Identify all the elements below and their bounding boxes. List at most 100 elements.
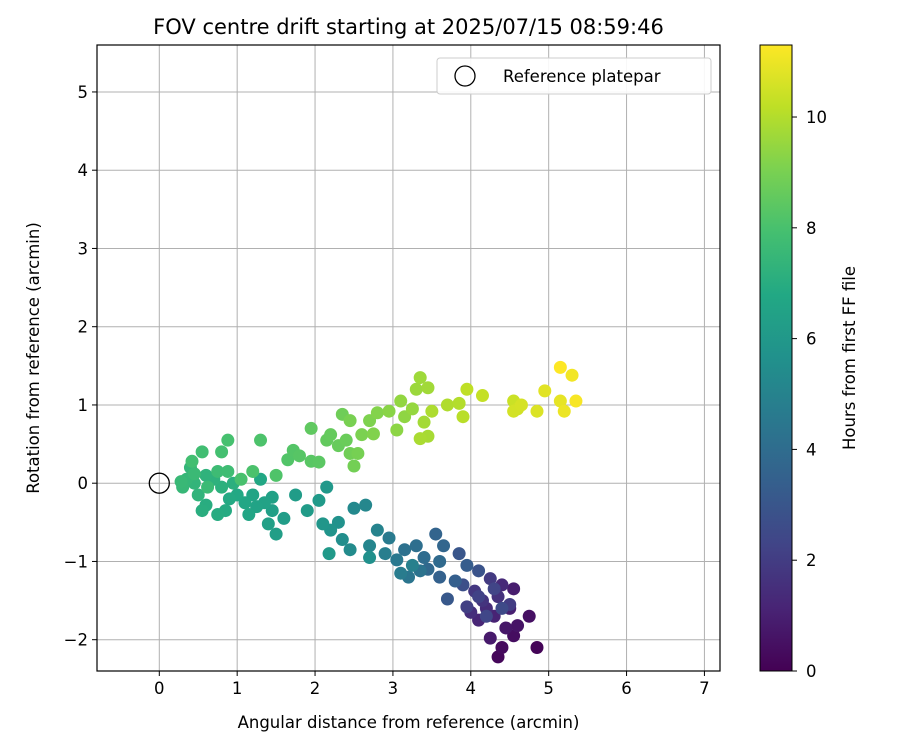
y-tick-label: 3	[78, 239, 89, 258]
data-point	[370, 406, 384, 420]
data-point	[433, 570, 447, 584]
data-point	[211, 508, 225, 521]
data-point	[483, 631, 497, 645]
data-point	[409, 382, 423, 396]
data-point	[292, 449, 306, 463]
data-point	[417, 415, 431, 429]
data-point	[221, 433, 235, 447]
data-point	[347, 501, 361, 515]
data-point	[557, 404, 571, 418]
data-point	[487, 582, 501, 596]
data-point	[499, 621, 513, 635]
data-point	[390, 423, 404, 437]
data-point	[382, 531, 396, 545]
data-point	[433, 554, 447, 568]
data-point	[460, 558, 474, 572]
data-point	[437, 539, 451, 553]
data-point	[448, 574, 462, 588]
data-point	[553, 394, 567, 408]
data-point	[530, 641, 544, 655]
data-point	[425, 404, 439, 418]
data-point	[322, 547, 336, 561]
data-point	[394, 394, 408, 408]
data-point	[382, 404, 396, 418]
colorbar-tick-label: 10	[806, 108, 827, 127]
data-point	[565, 368, 579, 382]
data-point	[191, 488, 205, 502]
x-axis-ticks: 0 1 2 3 4 5 6 7	[154, 671, 710, 698]
chart-title: FOV centre drift starting at 2025/07/15 …	[153, 15, 664, 39]
y-tick-label: 4	[78, 161, 89, 180]
data-point	[261, 517, 275, 531]
data-point	[538, 384, 552, 398]
data-point	[511, 619, 525, 633]
data-point	[413, 371, 427, 385]
data-point	[363, 539, 377, 553]
y-axis-label: Rotation from reference (arcmin)	[24, 222, 43, 494]
data-point	[269, 468, 283, 482]
data-point	[300, 504, 314, 518]
data-point	[351, 446, 365, 460]
reference-platepar-marker	[148, 472, 170, 494]
data-point	[254, 433, 268, 447]
y-tick-label: −1	[64, 552, 88, 571]
x-tick-label: 1	[232, 679, 243, 698]
legend-reference-marker	[454, 65, 476, 87]
data-point	[370, 523, 384, 537]
data-point	[460, 600, 474, 614]
data-point	[452, 396, 466, 410]
data-point	[514, 398, 528, 412]
data-point	[316, 517, 330, 531]
data-point	[553, 360, 567, 374]
data-point	[343, 543, 357, 557]
data-point	[355, 428, 369, 442]
data-point	[530, 404, 544, 418]
data-point	[475, 389, 489, 403]
data-point	[312, 493, 326, 507]
data-point	[522, 609, 536, 623]
colorbar-tick-label: 0	[806, 662, 817, 681]
data-point	[211, 464, 225, 478]
data-point	[335, 533, 349, 547]
data-point	[289, 488, 303, 502]
reference-marker-group	[148, 472, 170, 494]
colorbar-tick-label: 4	[806, 440, 817, 459]
data-point	[417, 551, 431, 565]
data-point	[277, 511, 291, 525]
data-point	[495, 601, 509, 615]
data-point	[456, 410, 470, 424]
x-tick-label: 4	[466, 679, 477, 698]
x-axis-label: Angular distance from reference (arcmin)	[238, 713, 580, 732]
data-points	[174, 360, 583, 664]
data-point	[483, 572, 497, 586]
y-tick-label: 0	[78, 474, 89, 493]
colorbar-tick-label: 2	[806, 551, 817, 570]
legend-label: Reference platepar	[503, 67, 661, 86]
data-point	[452, 547, 466, 561]
data-point	[187, 467, 201, 481]
x-tick-label: 3	[388, 679, 399, 698]
x-tick-label: 6	[621, 679, 632, 698]
data-point	[234, 472, 248, 486]
legend-box	[436, 57, 712, 95]
colorbar-gradient	[759, 44, 793, 672]
y-tick-label: 1	[78, 396, 89, 415]
data-point	[429, 527, 443, 541]
data-point	[199, 468, 213, 482]
data-point	[359, 498, 373, 512]
y-tick-label: 5	[78, 83, 89, 102]
colorbar: 0 2 4 6 8 10 Hours from first FF file	[759, 44, 859, 681]
data-point	[343, 414, 357, 428]
data-point	[390, 553, 404, 567]
data-point	[222, 492, 236, 506]
colorbar-label: Hours from first FF file	[840, 266, 859, 450]
data-point	[405, 558, 419, 572]
colorbar-tick-label: 6	[806, 330, 817, 349]
x-tick-label: 2	[310, 679, 321, 698]
x-tick-label: 0	[154, 679, 165, 698]
data-point	[312, 455, 326, 469]
data-point	[495, 641, 509, 655]
data-point	[479, 609, 493, 623]
data-point	[440, 398, 454, 412]
